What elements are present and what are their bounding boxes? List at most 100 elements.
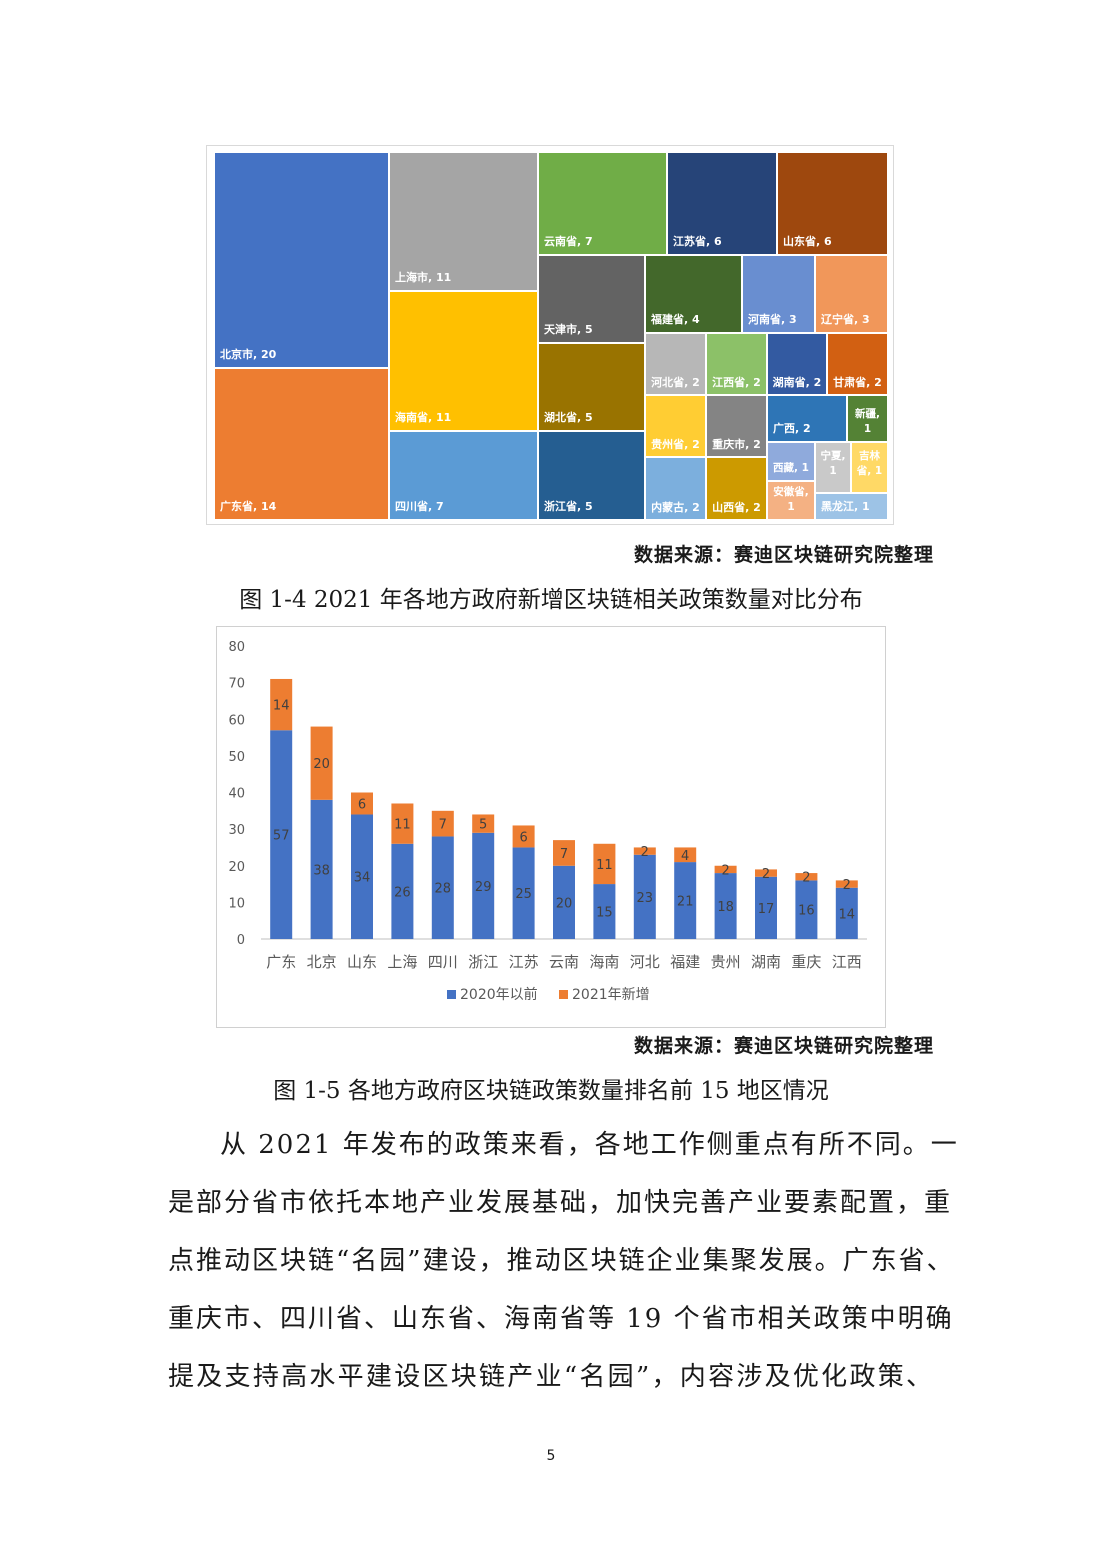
bar-segment-2020: [553, 865, 575, 939]
bar-segment-2021: [674, 847, 697, 863]
treemap-cell-label: 新疆, 1: [855, 408, 880, 435]
data-label: 17: [758, 902, 775, 917]
x-category-label: 重庆: [791, 953, 821, 971]
bar-segment-2020: [795, 880, 818, 939]
legend-swatch-2021: [559, 990, 568, 999]
data-label: 4: [681, 849, 689, 864]
bar-chart-frame: 0 10 20 30 40 50 60 70 80 57 14 广东 38 20 北京 34 6 山东 26 11 上海…: [216, 626, 886, 1028]
bar-segment-2020: [755, 876, 777, 939]
y-tick-label: 50: [228, 750, 245, 765]
data-label: 23: [637, 891, 654, 906]
data-label: 7: [439, 818, 447, 833]
treemap-cell: 湖北省, 5: [538, 343, 645, 431]
bar-segment-2020: [391, 843, 414, 939]
data-label: 7: [560, 847, 568, 862]
treemap-cell: 四川省, 7: [389, 431, 538, 520]
treemap-cell: 河北省, 2: [645, 333, 706, 395]
y-tick-label: 20: [228, 860, 245, 875]
treemap-cell-label: 天津市, 5: [544, 323, 593, 336]
x-category-label: 江西: [832, 953, 862, 971]
treemap-cell: 上海市, 11: [389, 152, 538, 291]
treemap-cell-label: 黑龙江, 1: [821, 500, 870, 513]
treemap-cell-label: 江西省, 2: [712, 376, 761, 389]
treemap-cell: 浙江省, 5: [538, 431, 645, 520]
data-label: 18: [717, 900, 734, 915]
treemap-cell: 天津市, 5: [538, 255, 645, 343]
treemap-cell: 重庆市, 2: [706, 395, 767, 457]
data-label: 20: [556, 896, 573, 911]
treemap-cell: 江西省, 2: [706, 333, 767, 395]
data-label: 14: [839, 907, 856, 922]
treemap-cell-label: 上海市, 11: [395, 271, 452, 284]
treemap-cell-label: 湖北省, 5: [544, 411, 593, 424]
treemap-cell: 西藏, 1: [767, 442, 815, 481]
bar-segment-2020: [270, 730, 293, 939]
y-tick-label: 40: [228, 787, 245, 802]
treemap-cell: 广西, 2: [767, 395, 847, 442]
bar-segment-2020: [310, 799, 333, 939]
legend-label: 2021年新增: [572, 987, 650, 1003]
treemap-cell: 新疆, 1: [847, 395, 888, 442]
x-category-label: 四川: [428, 953, 458, 971]
x-category-label: 江苏: [509, 953, 539, 971]
data-label: 6: [358, 797, 366, 812]
bar-segment-2020: [472, 832, 495, 939]
legend-swatch-2020: [447, 990, 456, 999]
treemap-cell-label: 湖南省, 2: [772, 376, 822, 389]
bar-segment-2021: [755, 869, 777, 877]
bar-segment-2021: [714, 865, 737, 874]
treemap-cell-label: 安徽省, 1: [773, 486, 809, 513]
treemap-cell: 内蒙古, 2: [645, 457, 706, 520]
data-label: 14: [273, 699, 290, 714]
bar-segment-2020: [674, 862, 697, 939]
data-label: 26: [394, 885, 411, 900]
bar-segment-2020: [835, 887, 858, 939]
treemap-cell: 江苏省, 6: [667, 152, 777, 255]
data-label: 15: [596, 906, 613, 921]
bar-segment-2021: [310, 726, 333, 800]
paragraph-line: 从 2021 年发布的政策来看，各地工作侧重点有所不同。一: [220, 1130, 959, 1160]
bar-segment-2020: [633, 854, 656, 939]
treemap-cell-label: 贵州省, 2: [651, 438, 700, 451]
treemap-cell: 云南省, 7: [538, 152, 667, 255]
data-label: 38: [313, 863, 330, 878]
x-category-label: 海南: [589, 953, 619, 971]
data-label: 57: [273, 829, 290, 844]
data-label: 6: [519, 830, 527, 845]
paragraph-line: 点推动区块链“名园”建设，推动区块链企业集聚发展。广东省、: [168, 1246, 955, 1276]
treemap-cell-label: 重庆市, 2: [712, 438, 761, 451]
bar-segment-2021: [553, 840, 575, 866]
treemap-cell-label: 西藏, 1: [773, 462, 809, 474]
treemap-cell: 北京市, 20: [214, 152, 389, 368]
treemap-cell: 吉林省, 1: [851, 442, 888, 493]
y-tick-label: 30: [228, 823, 245, 838]
y-tick-label: 60: [228, 713, 245, 728]
treemap-cell-label: 吉林省, 1: [856, 450, 883, 477]
data-label: 21: [677, 895, 694, 910]
data-label: 2: [641, 845, 649, 860]
data-label: 2: [721, 863, 729, 878]
data-label: 2: [802, 871, 810, 886]
treemap-cell-label: 四川省, 7: [395, 500, 444, 513]
treemap-cell: 海南省, 11: [389, 291, 538, 431]
treemap-cell-label: 福建省, 4: [651, 313, 700, 326]
treemap-cell-label: 山西省, 2: [712, 501, 761, 514]
data-label: 34: [354, 871, 371, 886]
treemap-cell: 安徽省, 1: [767, 481, 815, 520]
data-label: 2: [843, 878, 851, 893]
x-category-label: 浙江: [468, 953, 498, 971]
treemap-cell: 湖南省, 2: [767, 333, 827, 395]
treemap-cell-label: 浙江省, 5: [544, 500, 593, 513]
data-label: 16: [798, 904, 815, 919]
bar-segment-2021: [391, 803, 414, 844]
bar-segment-2021: [351, 792, 373, 815]
bar-segment-2020: [593, 884, 616, 939]
treemap-cell-label: 宁夏, 1: [820, 450, 846, 477]
treemap-cell-label: 河北省, 2: [651, 376, 700, 389]
paragraph-line: 是部分省市依托本地产业发展基础，加快完善产业要素配置，重: [168, 1188, 953, 1218]
y-tick-label: 70: [228, 677, 245, 692]
treemap-cell: 甘肃省, 2: [827, 333, 888, 395]
bar-segment-2020: [512, 847, 535, 939]
treemap-cell-label: 辽宁省, 3: [821, 313, 870, 326]
bar-source: 数据来源：赛迪区块链研究院整理: [633, 1035, 934, 1057]
